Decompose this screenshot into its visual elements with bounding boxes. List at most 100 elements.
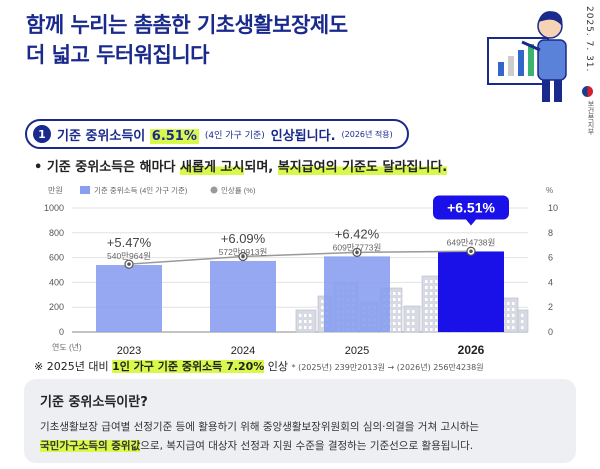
building-window	[435, 280, 438, 283]
building-window	[321, 312, 324, 315]
y-tick-right: 10	[548, 203, 558, 213]
median-income-chart: 만원 % 기준 중위소득 (4인 가구 기준) 인상률 (%) 0 200 400 6…	[44, 185, 558, 357]
building-window	[435, 298, 438, 301]
y-tick-right: 2	[548, 302, 553, 312]
bars	[96, 251, 504, 332]
headline-text: 기준 중위소득이 6.51%	[57, 125, 199, 144]
definition-title: 기준 중위소득이란?	[40, 395, 148, 410]
x-tick-label: 2025	[345, 345, 369, 357]
building-window	[512, 314, 515, 317]
building-window	[407, 322, 410, 325]
building-window	[425, 304, 428, 307]
headline-paren: (4인 가구 기준)	[204, 130, 265, 141]
building-window	[393, 316, 396, 319]
building-window	[507, 320, 510, 323]
rate-callout-pointer	[466, 219, 476, 226]
bar-2025	[324, 256, 390, 332]
footnote-mark: ※	[34, 360, 44, 373]
definition-highlight: 국민가구소득의 중위값	[40, 440, 141, 452]
building-window	[393, 310, 396, 313]
building-window	[304, 314, 307, 317]
page-title: 함께 누리는 촘촘한 기초생활보장제도 더 넓고 두터워집니다	[26, 10, 466, 70]
building-window	[412, 316, 415, 319]
rate-point-dot	[469, 249, 473, 254]
building-window	[299, 326, 302, 329]
building-window	[435, 286, 438, 289]
subhead-text-2: 되며,	[244, 160, 278, 175]
building-window	[309, 314, 312, 317]
building-window	[430, 310, 433, 313]
building-window	[321, 318, 324, 321]
rate-label: +6.42%	[335, 226, 380, 241]
building-window	[435, 304, 438, 307]
building-window	[393, 298, 396, 301]
building-window	[512, 302, 515, 305]
building-window	[393, 292, 396, 295]
x-tick-label: 2023	[117, 345, 141, 357]
publish-date: 2025. 7. 31.	[584, 6, 594, 73]
building-window	[430, 304, 433, 307]
building-window	[507, 326, 510, 329]
ministry-logo-icon	[582, 86, 593, 97]
headline-suffix: 인상됩니다.	[270, 128, 336, 144]
building-window	[407, 316, 410, 319]
building-window	[435, 316, 438, 319]
building-window	[299, 314, 302, 317]
legend-label-bar: 기준 중위소득 (4인 가구 기준)	[94, 185, 188, 195]
y-tick-left: 0	[59, 327, 64, 337]
title-line-1: 함께 누리는 촘촘한 기초생활보장제도	[26, 13, 348, 37]
legend-marker-line	[210, 186, 218, 194]
rate-label: +5.47%	[107, 235, 152, 250]
building-window	[430, 280, 433, 283]
y-tick-right: 6	[548, 253, 553, 263]
building-window	[435, 292, 438, 295]
bar-2026	[438, 251, 504, 332]
building-window	[407, 328, 410, 331]
y-axis-left-label: 만원	[48, 186, 63, 195]
ministry-name: 보건복지부	[587, 100, 595, 135]
building-window	[425, 328, 428, 331]
building-window	[435, 322, 438, 325]
definition-text: 기초생활보장 급여별 선정기준 등에 활용하기 위해 중앙생활보장위원회의 심의…	[40, 418, 560, 456]
rate-point-dot	[241, 254, 245, 259]
subhead-highlight-2: 복지급여의 기준도 달라집니다.	[277, 160, 448, 175]
building-window	[521, 320, 524, 323]
subhead-text-1: 기준 중위소득은 해마다	[46, 160, 181, 175]
building-window	[425, 286, 428, 289]
bar-2023	[96, 265, 162, 332]
definition-box: 기준 중위소득이란? 기초생활보장 급여별 선정기준 등에 활용하기 위해 중앙…	[24, 379, 576, 463]
building-window	[393, 322, 396, 325]
building-window	[507, 314, 510, 317]
building-window	[398, 322, 401, 325]
building-window	[309, 326, 312, 329]
headline-pill: 1 기준 중위소득이 6.51% (4인 가구 기준) 인상됩니다. (2026…	[25, 119, 409, 149]
building-window	[425, 316, 428, 319]
headline-number-badge: 1	[33, 125, 51, 143]
y-tick-right: 4	[548, 277, 553, 287]
building-window	[430, 292, 433, 295]
building-window	[512, 320, 515, 323]
headline-rate: 6.51%	[149, 128, 199, 144]
headline-note: (2026년 적용)	[341, 129, 393, 139]
legend-swatch-bar	[80, 186, 90, 194]
building-window	[425, 292, 428, 295]
rate-line	[124, 246, 476, 269]
title-line-2: 더 넓고 두터워집니다	[26, 43, 210, 67]
subhead-bullet: •	[34, 160, 43, 175]
footnote-highlight: 1인 가구 기준 중위소득 7.20%	[112, 360, 265, 373]
bar-value-label: 649만4738원	[447, 237, 496, 247]
building-window	[304, 326, 307, 329]
building-window	[398, 316, 401, 319]
definition-line-1: 기초생활보장 급여별 선정기준 등에 활용하기 위해 중앙생활보장위원회의 심의…	[40, 421, 480, 433]
building-window	[430, 286, 433, 289]
rate-polyline	[128, 250, 472, 265]
building-window	[398, 310, 401, 313]
building-window	[430, 322, 433, 325]
building-window	[521, 314, 524, 317]
x-tick-label: 2026	[458, 343, 485, 357]
subheading: • 기준 중위소득은 해마다 새롭게 고시되며, 복지급여의 기준도 달라집니다…	[34, 156, 448, 175]
y-tick-left: 400	[49, 277, 64, 287]
building-window	[304, 320, 307, 323]
building-window	[412, 322, 415, 325]
footnote-detail: * (2025년) 239만2013원 → (2026년) 256만4238원	[291, 363, 484, 372]
